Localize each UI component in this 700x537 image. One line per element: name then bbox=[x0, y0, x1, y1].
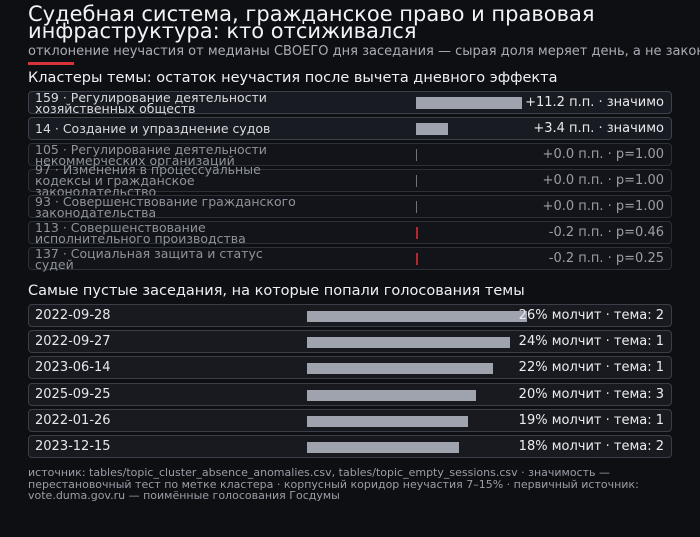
cluster-label: 93 · Совершенствование гражданского зако… bbox=[35, 193, 296, 220]
page-subtitle: отклонение неучастия от медианы СВОЕГО д… bbox=[28, 44, 700, 59]
session-date: 2022-09-27 bbox=[35, 334, 111, 349]
cluster-value: +3.4 п.п. · значимо bbox=[533, 121, 664, 136]
cluster-bar bbox=[416, 175, 417, 187]
cluster-row: 137 · Социальная защита и статус судей -0… bbox=[28, 247, 672, 270]
cluster-bar bbox=[416, 97, 522, 109]
session-bar bbox=[307, 442, 459, 453]
cluster-label: 105 · Регулирование деятельности некомме… bbox=[35, 141, 267, 168]
session-value: 22% молчит · тема: 1 bbox=[518, 360, 664, 375]
session-date: 2022-09-28 bbox=[35, 308, 111, 323]
cluster-value: +0.0 п.п. · p=1.00 bbox=[542, 147, 664, 162]
cluster-row: 93 · Совершенствование гражданского зако… bbox=[28, 195, 672, 218]
session-bar bbox=[307, 416, 468, 427]
cluster-bar bbox=[416, 123, 448, 135]
session-value: 24% молчит · тема: 1 bbox=[518, 334, 664, 349]
session-date: 2022-01-26 bbox=[35, 413, 111, 428]
cluster-label: 14 · Создание и упразднение судов bbox=[35, 121, 271, 136]
cluster-row: 97 · Изменения в процессуальные кодексы … bbox=[28, 162, 672, 199]
cluster-label: 137 · Социальная защита и статус судей bbox=[35, 245, 263, 272]
session-value: 19% молчит · тема: 1 bbox=[518, 413, 664, 428]
session-row: 2025-09-25 20% молчит · тема: 3 bbox=[28, 383, 672, 406]
cluster-label: 97 · Изменения в процессуальные кодексы … bbox=[35, 162, 261, 199]
cluster-row: 14 · Создание и упразднение судов +3.4 п.… bbox=[28, 117, 672, 140]
session-date: 2023-12-15 bbox=[35, 439, 111, 454]
session-value: 26% молчит · тема: 2 bbox=[518, 308, 664, 323]
source-footnote: источник: tables/topic_cluster_absence_a… bbox=[28, 466, 639, 502]
cluster-bar bbox=[416, 149, 417, 161]
session-bar bbox=[307, 337, 510, 348]
session-value: 18% молчит · тема: 2 bbox=[518, 439, 664, 454]
cluster-label: 113 · Совершенствование исполнительного … bbox=[35, 219, 246, 246]
page-title: Судебная система, гражданское право и пр… bbox=[28, 2, 595, 43]
session-value: 20% молчит · тема: 3 bbox=[518, 387, 664, 402]
session-row: 2022-01-26 19% молчит · тема: 1 bbox=[28, 409, 672, 432]
session-row: 2023-06-14 22% молчит · тема: 1 bbox=[28, 356, 672, 379]
cluster-row: 105 · Регулирование деятельности некомме… bbox=[28, 143, 672, 166]
cluster-bar bbox=[416, 201, 417, 213]
sessions-heading: Самые пустые заседания, на которые попал… bbox=[28, 283, 525, 299]
cluster-value: +11.2 п.п. · значимо bbox=[525, 95, 664, 110]
cluster-row: 113 · Совершенствование исполнительного … bbox=[28, 221, 672, 244]
clusters-heading: Кластеры темы: остаток неучастия после в… bbox=[28, 70, 558, 86]
session-date: 2023-06-14 bbox=[35, 360, 111, 375]
session-date: 2025-09-25 bbox=[35, 387, 111, 402]
cluster-bar bbox=[416, 227, 418, 239]
accent-underline bbox=[28, 62, 74, 65]
cluster-value: -0.2 п.п. · p=0.25 bbox=[548, 251, 664, 266]
session-bar bbox=[307, 363, 493, 374]
cluster-value: +0.0 п.п. · p=1.00 bbox=[542, 199, 664, 214]
session-row: 2022-09-28 26% молчит · тема: 2 bbox=[28, 304, 672, 327]
cluster-value: +0.0 п.п. · p=1.00 bbox=[542, 173, 664, 188]
cluster-value: -0.2 п.п. · p=0.46 bbox=[548, 225, 664, 240]
cluster-row: 159 · Регулирование деятельности хозяйст… bbox=[28, 91, 672, 114]
session-bar bbox=[307, 390, 476, 401]
session-bar bbox=[307, 311, 527, 322]
session-row: 2023-12-15 18% молчит · тема: 2 bbox=[28, 435, 672, 458]
session-row: 2022-09-27 24% молчит · тема: 1 bbox=[28, 330, 672, 353]
cluster-bar bbox=[416, 253, 418, 265]
cluster-label: 159 · Регулирование деятельности хозяйст… bbox=[35, 89, 267, 116]
